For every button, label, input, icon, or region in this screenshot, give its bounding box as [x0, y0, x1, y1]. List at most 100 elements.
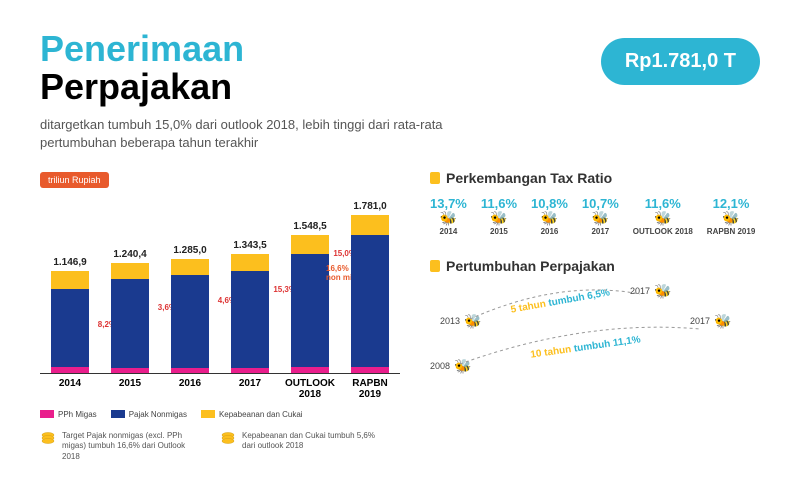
bar-segment	[351, 367, 389, 373]
legend-label: Kepabeanan dan Cukai	[219, 410, 303, 419]
bar	[351, 215, 389, 373]
bar-group: 1.240,43,6%	[104, 249, 156, 373]
growth-diagram: 2013🐝2017🐝2008🐝2017🐝5 tahun tumbuh 6,5%1…	[430, 284, 760, 384]
legend-item: Pajak Nonmigas	[111, 410, 187, 419]
chart-notes: Target Pajak nonmigas (excl. PPh migas) …	[40, 431, 400, 462]
bar-segment	[51, 271, 89, 289]
x-label: OUTLOOK2018	[284, 378, 336, 400]
stacked-bar-chart: 1.146,98,2%1.240,43,6%1.285,04,6%1.343,5…	[40, 194, 400, 374]
bar-total-label: 1.240,4	[113, 249, 146, 260]
bee-icon: 🐝	[481, 211, 517, 225]
ratio-value: 11,6%	[633, 196, 693, 211]
x-label: RAPBN2019	[344, 378, 396, 400]
bar-segment	[231, 254, 269, 271]
bar-total-label: 1.548,5	[293, 221, 326, 232]
bar	[171, 259, 209, 373]
bar-segment	[291, 254, 329, 367]
title-line1: Penerimaan	[40, 28, 244, 69]
legend-label: Pajak Nonmigas	[129, 410, 187, 419]
legend-swatch	[40, 410, 54, 418]
ratio-year: 2015	[481, 227, 517, 236]
header: Penerimaan Perpajakan ditargetkan tumbuh…	[40, 30, 760, 152]
ratio-year: 2017	[582, 227, 619, 236]
year-label: 2013	[440, 316, 460, 326]
bar-group: 1.146,98,2%	[44, 257, 96, 373]
legend-item: PPh Migas	[40, 410, 97, 419]
bar-segment	[171, 259, 209, 275]
bee-icon: 🐝	[714, 314, 731, 328]
bullet-icon	[430, 172, 440, 184]
bar	[291, 235, 329, 373]
x-label: 2014	[44, 378, 96, 400]
ratio-item: 13,7%🐝2014	[430, 196, 467, 236]
arc-path	[460, 324, 710, 374]
bar-segment	[291, 235, 329, 254]
bar-segment	[231, 271, 269, 368]
bar-group: 1.285,04,6%	[164, 245, 216, 373]
ratio-year: 2016	[531, 227, 568, 236]
tax-ratio-row: 13,7%🐝201411,6%🐝201510,8%🐝201610,7%🐝2017…	[430, 196, 760, 236]
legend-label: PPh Migas	[58, 410, 97, 419]
bar-total-label: 1.781,0	[353, 201, 386, 212]
x-axis-labels: 2014 2015 2016 2017 OUTLOOK2018 RAPBN2019	[40, 378, 400, 400]
total-badge: Rp1.781,0 T	[601, 38, 760, 85]
ratio-value: 10,7%	[582, 196, 619, 211]
year-label: 2008	[430, 361, 450, 371]
ratio-value: 11,6%	[481, 196, 517, 211]
tax-ratio-title-text: Perkembangan Tax Ratio	[446, 170, 612, 186]
page-title: Penerimaan Perpajakan	[40, 30, 460, 106]
ratio-year: RAPBN 2019	[707, 227, 755, 236]
bar-segment	[351, 235, 389, 367]
bar-segment	[51, 367, 89, 373]
bar-group: 1.343,515,3%	[224, 240, 276, 373]
ratio-item: 10,7%🐝 2017	[582, 196, 619, 236]
arc-path	[470, 289, 650, 329]
bar-group: 1.548,515,0%16,6% (pajak non migas)	[284, 221, 336, 373]
bar-segment	[111, 263, 149, 279]
ratio-item: 11,6%🐝 2015	[481, 196, 517, 236]
growth-title: Pertumbuhan Perpajakan	[430, 258, 760, 274]
ratio-item: 12,1%🐝 RAPBN 2019	[707, 196, 755, 236]
bar	[51, 271, 89, 373]
growth-title-text: Pertumbuhan Perpajakan	[446, 258, 615, 274]
ratio-item: 11,6%🐝 OUTLOOK 2018	[633, 196, 693, 236]
bullet-icon	[430, 260, 440, 272]
bee-icon: 🐝	[582, 211, 619, 225]
bee-icon: 🐝	[633, 211, 693, 225]
bar-segment	[231, 368, 269, 373]
legend-swatch	[201, 410, 215, 418]
note-text: Kepabeanan dan Cukai tumbuh 5,6% dari ou…	[242, 431, 380, 452]
ratio-value: 13,7%	[430, 196, 467, 211]
subtitle: ditargetkan tumbuh 15,0% dari outlook 20…	[40, 116, 460, 152]
bar-segment	[351, 215, 389, 235]
x-label: 2015	[104, 378, 156, 400]
bar	[111, 263, 149, 373]
title-line2: Perpajakan	[40, 66, 232, 107]
bee-icon: 🐝	[430, 211, 467, 225]
bar-segment	[291, 367, 329, 373]
bee-icon: 🐝	[654, 284, 671, 298]
note-text: Target Pajak nonmigas (excl. PPh migas) …	[62, 431, 200, 462]
ratio-value: 12,1%	[707, 196, 755, 211]
unit-tag: triliun Rupiah	[40, 172, 109, 188]
bar-group: 1.781,0	[344, 201, 396, 373]
ratio-value: 10,8%	[531, 196, 568, 211]
ratio-year: OUTLOOK 2018	[633, 227, 693, 236]
bar-segment	[171, 275, 209, 368]
coins-icon	[220, 431, 236, 445]
bar-segment	[171, 368, 209, 373]
coins-icon	[40, 431, 56, 445]
x-label: 2017	[224, 378, 276, 400]
x-label: 2016	[164, 378, 216, 400]
note-item: Target Pajak nonmigas (excl. PPh migas) …	[40, 431, 200, 462]
chart-panel: triliun Rupiah 1.146,98,2%1.240,43,6%1.2…	[40, 170, 400, 462]
bar-total-label: 1.146,9	[53, 257, 86, 268]
bee-icon: 🐝	[531, 211, 568, 225]
bar-total-label: 1.343,5	[233, 240, 266, 251]
legend-item: Kepabeanan dan Cukai	[201, 410, 303, 419]
chart-legend: PPh Migas Pajak Nonmigas Kepabeanan dan Cu…	[40, 410, 400, 419]
bar-segment	[111, 368, 149, 373]
bee-icon: 🐝	[707, 211, 755, 225]
bar-segment	[111, 279, 149, 368]
legend-swatch	[111, 410, 125, 418]
